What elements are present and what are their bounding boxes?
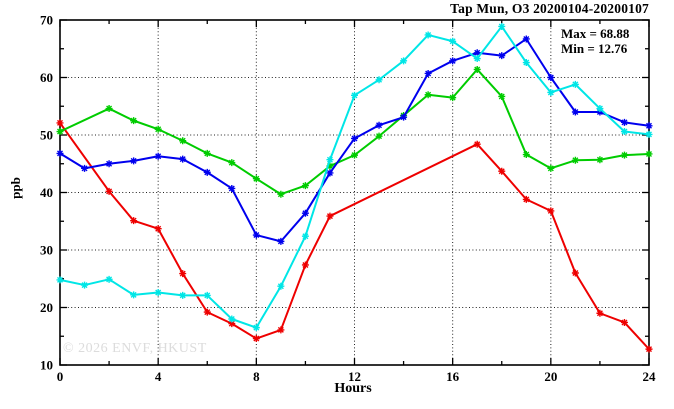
chart-title: Tap Mun, O3 20200104-20200107: [450, 1, 649, 16]
series-blue-markers: [56, 35, 653, 245]
x-tick-label: 24: [643, 369, 657, 384]
max-value-label: Max = 68.88: [561, 26, 630, 41]
y-tick-label: 30: [40, 243, 53, 258]
series-cyan-line: [59, 25, 650, 329]
y-axis-label: ppb: [8, 177, 23, 199]
plot-border: [59, 19, 650, 366]
y-tick-label: 40: [40, 185, 53, 200]
y-tick-label: 20: [40, 300, 53, 315]
x-tick-label: 20: [544, 369, 557, 384]
y-tick-label: 50: [40, 128, 53, 143]
series-cyan-markers: [56, 22, 653, 332]
y-tick-label: 70: [40, 13, 53, 28]
x-tick-label: 12: [348, 369, 361, 384]
x-tick-label: 8: [253, 369, 260, 384]
series-red-markers: [56, 119, 653, 353]
watermark: © 2026 ENVF, HKUST: [63, 341, 207, 356]
y-tick-label: 60: [40, 70, 53, 85]
min-value-label: Min = 12.76: [561, 41, 628, 56]
x-tick-label: 0: [57, 369, 64, 384]
x-tick-label: 4: [155, 369, 162, 384]
x-tick-label: 16: [446, 369, 460, 384]
x-axis-label: Hours: [334, 381, 372, 396]
series-green-line: [59, 68, 650, 196]
y-tick-label: 10: [40, 358, 53, 373]
